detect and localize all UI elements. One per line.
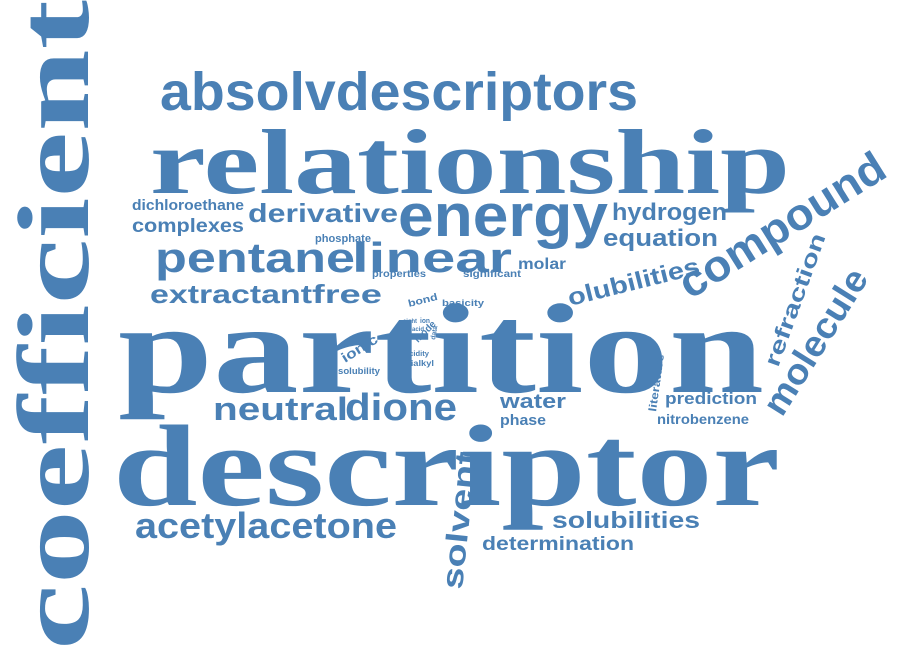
word-significant: significant: [463, 269, 522, 280]
word-derivative: derivative: [248, 198, 398, 228]
word-equation: equation: [603, 225, 718, 252]
word-phase: phase: [500, 412, 546, 429]
word-prediction: prediction: [665, 389, 757, 408]
word-ion: ion: [420, 318, 430, 325]
word-water: water: [499, 391, 567, 413]
word-eight: eight: [403, 319, 417, 325]
word-energy: energy: [398, 182, 609, 249]
word-data: data: [430, 325, 439, 340]
word-acidity: acidity: [405, 351, 429, 358]
word-properties: properties: [372, 269, 426, 280]
word-absolvdescriptors: absolvdescriptors: [160, 62, 638, 122]
word-acetylacetone: acetylacetone: [135, 505, 397, 546]
word-basicity: basicity: [442, 298, 484, 308]
word-nitrobenzene: nitrobenzene: [657, 411, 749, 427]
word-neutral: neutral: [213, 391, 348, 427]
word-coefficient: coefficient: [0, 0, 111, 650]
word-phosphate: phosphate: [315, 233, 371, 245]
word-complexes: complexes: [132, 216, 244, 237]
word-determination: determination: [482, 534, 634, 555]
word-solubilities: solubilities: [552, 507, 700, 533]
word-relationship: relationship: [150, 111, 790, 213]
word-trialkyl: trialkyl: [404, 359, 434, 368]
word-free: free: [312, 279, 382, 309]
word-acid: acid: [412, 327, 424, 333]
word-partition: partition: [118, 278, 764, 420]
word-pentane: pentane: [155, 234, 355, 281]
word-solubility: solubility: [338, 366, 380, 376]
word-hydrogen: hydrogen: [612, 199, 727, 226]
word-linear: linear: [352, 234, 512, 281]
word-molar: molar: [518, 256, 566, 273]
word-dichloroethane: dichloroethane: [132, 197, 244, 214]
word-extractant: extractant: [150, 279, 312, 309]
word-dione: dione: [345, 387, 457, 429]
word-descriptor: descriptor: [113, 403, 780, 531]
